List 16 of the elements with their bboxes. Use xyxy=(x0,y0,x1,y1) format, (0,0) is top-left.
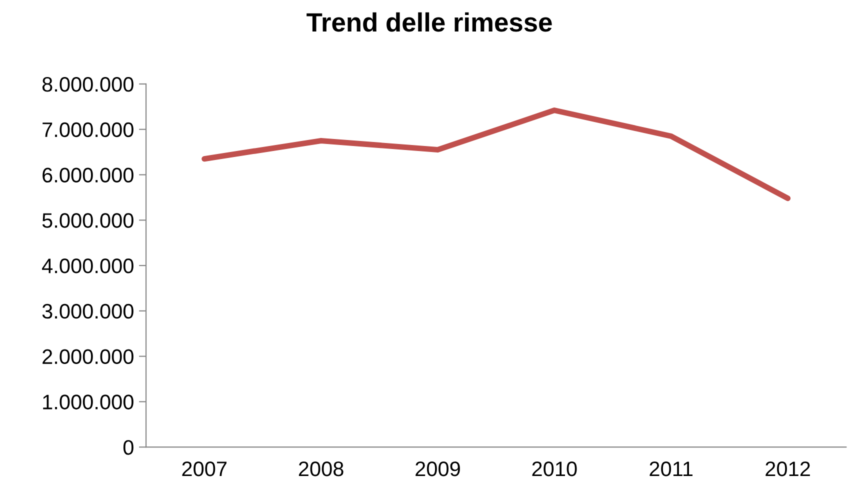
x-tick-label: 2011 xyxy=(650,462,692,476)
y-tick-label: 0 xyxy=(123,440,134,455)
x-tick-label: 2009 xyxy=(416,462,460,476)
y-tick-label: 6.000.000 xyxy=(42,168,134,183)
x-tick-label: 2007 xyxy=(182,462,226,476)
x-tick-label: 2010 xyxy=(532,462,577,476)
y-tick-label: 3.000.000 xyxy=(42,304,134,319)
y-tick-label: 4.000.000 xyxy=(42,258,134,274)
y-tick-label: 8.000.000 xyxy=(42,76,134,92)
y-tick-label: 7.000.000 xyxy=(42,122,134,138)
y-tick-label: 1.000.000 xyxy=(43,394,134,410)
x-tick-label: 2008 xyxy=(298,462,344,476)
y-tick-label: 5.000.000 xyxy=(42,213,134,228)
x-tick-label: 2012 xyxy=(766,462,810,476)
y-tick-label: 2.000.000 xyxy=(42,349,134,364)
chart-title: Trend delle rimesse xyxy=(306,12,552,32)
